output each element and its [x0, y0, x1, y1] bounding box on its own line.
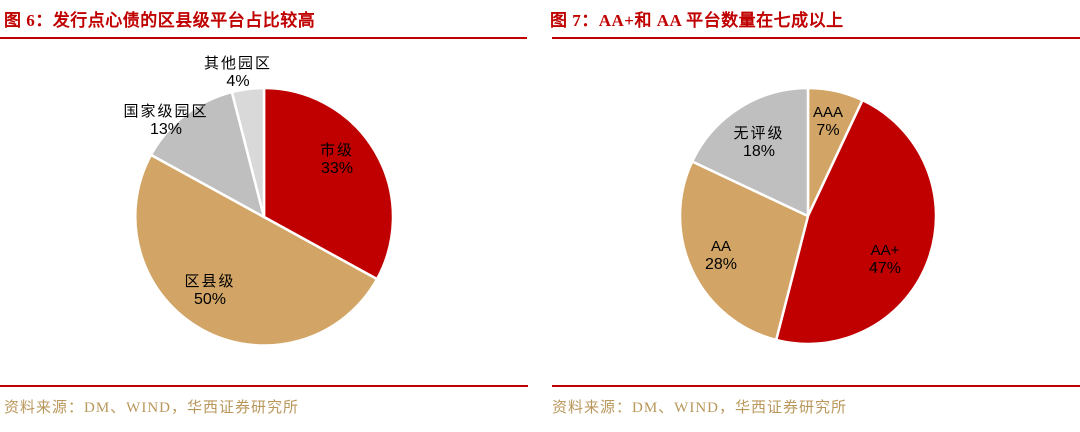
slice-pct: 7%	[816, 122, 840, 139]
slice-pct: 13%	[149, 121, 183, 138]
figure6-source-rule	[0, 385, 528, 387]
slice-pct: 4%	[226, 73, 250, 90]
pie-slice-1	[134, 153, 379, 347]
slice-pct: 33%	[320, 160, 354, 177]
slice-name: 其他园区	[203, 56, 273, 72]
figure6-source: 资料来源：DM、WIND，华西证券研究所	[4, 400, 299, 416]
pie-slice-0	[262, 86, 395, 281]
slice-name: 国家级园区	[123, 104, 209, 120]
slice-name: AAA	[812, 104, 844, 121]
slice-label-guojiaji-yuanqu: 国家级园区 13%	[123, 103, 208, 139]
figure6-panel: 图 6：发行点心债的区县级平台占比较高 市级 33% 区县级 50% 国家级园区…	[0, 11, 528, 416]
figure7-title-rule	[552, 37, 1080, 39]
pie-slice-1	[774, 98, 938, 346]
figure6-title: 图 6：发行点心债的区县级平台占比较高	[4, 11, 316, 30]
slice-pct: 28%	[704, 256, 738, 273]
slice-name: AA+	[870, 242, 900, 259]
slice-name: 市级	[319, 143, 355, 159]
slice-label-wupingji: 无评级 18%	[733, 125, 784, 161]
figure7-source: 资料来源：DM、WIND，华西证券研究所	[552, 400, 847, 416]
slice-pct: 47%	[868, 260, 902, 277]
figure7-pie-chart	[678, 86, 938, 346]
slice-label-shiji: 市级 33%	[320, 142, 354, 178]
slice-name: 区县级	[184, 274, 236, 290]
figure7-title: 图 7：AA+和 AA 平台数量在七成以上	[550, 11, 844, 30]
slice-name: AA	[710, 238, 731, 255]
figure7-source-rule	[552, 385, 1080, 387]
slice-label-aa-plus: AA+ 47%	[869, 242, 901, 278]
slice-label-quxianji: 区县级 50%	[184, 273, 235, 309]
slice-pct: 50%	[193, 291, 227, 308]
slice-label-aa: AA 28%	[705, 238, 737, 274]
pie-slice-3	[230, 86, 266, 219]
figure7-panel: 图 7：AA+和 AA 平台数量在七成以上 AAA 7% AA+ 47% AA …	[540, 0, 1080, 432]
slice-name: 无评级	[733, 126, 785, 142]
figure6-title-rule	[0, 37, 527, 39]
slice-label-aaa: AAA 7%	[813, 104, 843, 140]
slice-pct: 18%	[742, 143, 776, 160]
pie-slice-2	[678, 160, 810, 342]
slice-label-qita-yuanqu: 其他园区 4%	[204, 55, 272, 91]
